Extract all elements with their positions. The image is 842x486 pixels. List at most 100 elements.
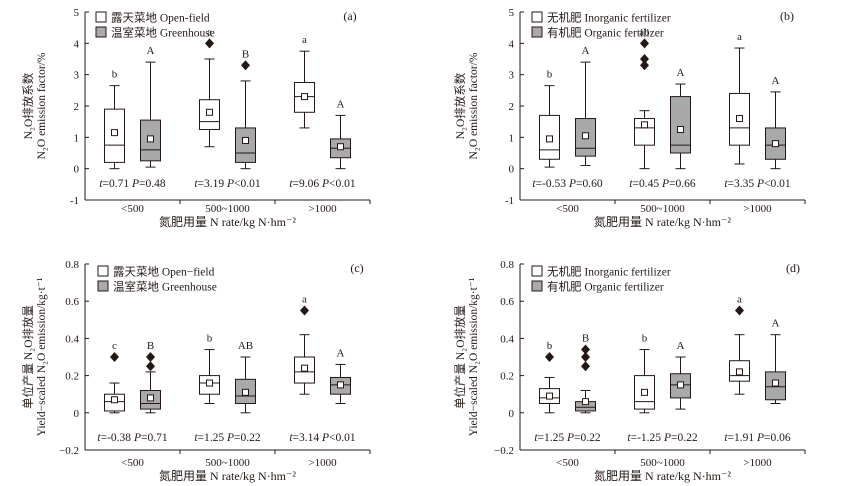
mean-marker — [546, 135, 553, 143]
box-500~1000-s2: AB — [235, 340, 256, 414]
legend-item: 露天菜地 Open−field — [97, 265, 215, 279]
legend-label: 无机肥 Inorganic fertilizer — [547, 11, 671, 25]
x-tick-label: 500~1000 — [205, 203, 250, 215]
legend-swatch — [95, 26, 107, 38]
outlier-point — [110, 352, 119, 362]
box-500~1000-s2: A — [670, 340, 691, 410]
y-tick-label: 0 — [74, 164, 80, 176]
y-axis-label: Yield−scaled N₂O emission/kg·t⁻¹ — [36, 277, 48, 436]
significance-letter: b — [112, 69, 118, 81]
significance-letter: a — [737, 31, 742, 43]
significance-letter: c — [112, 340, 117, 352]
mean-marker — [147, 394, 154, 402]
significance-letter: A — [772, 318, 780, 330]
y-tick-label: −0.2 — [494, 445, 514, 457]
mean-marker — [641, 388, 648, 396]
significance-letter: B — [242, 48, 249, 60]
mean-marker — [147, 135, 154, 143]
significance-letter: ab — [639, 26, 650, 38]
box->1000-s1: a — [294, 34, 315, 129]
mean-marker — [736, 115, 743, 123]
box->1000-s2: A — [765, 318, 786, 404]
mean-marker — [677, 126, 684, 133]
mean-marker — [301, 364, 308, 372]
outlier-point — [581, 352, 590, 362]
significance-letter: b — [642, 333, 648, 345]
box-<500-s2: A — [575, 45, 596, 167]
outlier-point — [300, 305, 309, 316]
legend-swatch — [531, 11, 543, 23]
y-tick-label: 0.4 — [65, 333, 79, 345]
x-axis-label: 氮肥用量 N rate/kg N·hm⁻² — [594, 214, 731, 229]
legend-swatch — [531, 26, 543, 38]
y-axis-label: 单位产量 N₂O排放量 — [453, 305, 467, 409]
significance-letter: A — [772, 75, 780, 87]
x-tick-label: >1000 — [308, 203, 337, 215]
legend-item: 有机肥 Organic fertilizer — [531, 26, 664, 40]
mean-marker — [206, 379, 213, 387]
y-tick-label: 5 — [509, 7, 515, 19]
stat-label: t=3.35 P<0.01 — [724, 178, 791, 190]
mean-marker — [242, 136, 249, 144]
y-tick-label: 0 — [509, 164, 515, 176]
significance-letter: A — [147, 45, 155, 57]
y-tick-label: 0.6 — [65, 296, 79, 308]
panel-a: -1 0 1 2 3 4 5 <500 500~1000 >1000 b At=0.71 P=0.48… — [21, 7, 371, 229]
stat-label: t=-0.53 P=0.60 — [532, 178, 602, 190]
mean-marker — [677, 381, 684, 389]
stat-label: t=3.14 P<0.01 — [289, 432, 356, 444]
box-<500-s2: B — [575, 333, 596, 414]
y-tick-label: 0.4 — [500, 333, 514, 345]
significance-letter: a — [207, 26, 212, 38]
legend-label: 无机肥 Inorganic fertilizer — [547, 265, 671, 279]
legend-label: 露天菜地 Open-field — [111, 12, 210, 25]
significance-letter: b — [207, 333, 213, 345]
box-500~1000-s1: ab — [634, 26, 655, 170]
outlier-point — [146, 352, 155, 362]
x-axis-label: 氮肥用量 N rate/kg N·hm⁻² — [594, 468, 731, 483]
y-tick-label: 4 — [74, 38, 80, 50]
y-tick-label: 3 — [74, 70, 80, 82]
legend-swatch — [531, 265, 543, 277]
outlier-point — [640, 54, 649, 64]
box-500~1000-s1: a — [199, 26, 220, 148]
mean-marker — [772, 140, 779, 148]
box->1000-s1: a — [294, 294, 315, 395]
x-tick-label: <500 — [556, 457, 579, 469]
mean-marker — [111, 396, 118, 404]
stat-label: t=0.45 P=0.66 — [629, 178, 696, 190]
significance-letter: b — [547, 340, 553, 352]
legend-item: 有机肥 Organic fertilizer — [531, 280, 664, 294]
box->1000-s2: A — [330, 347, 351, 404]
panel-c: −0.2 0 0.2 0.4 0.6 0.8 <500 500~1000 >1000 c Bt=-0… — [21, 259, 371, 483]
box-<500-s1: b — [104, 69, 125, 170]
y-tick-label: -1 — [70, 195, 79, 207]
box-<500-s2: B — [140, 340, 161, 414]
mean-marker — [736, 368, 743, 376]
box->1000-s2: A — [330, 98, 351, 170]
y-tick-label: 0 — [74, 408, 80, 420]
significance-letter: A — [582, 45, 590, 57]
mean-marker — [546, 392, 553, 400]
outlier-point — [146, 361, 155, 372]
significance-letter: A — [337, 98, 345, 110]
mean-marker — [206, 108, 213, 116]
x-tick-label: >1000 — [308, 457, 337, 469]
legend-label: 有机肥 Organic fertilizer — [547, 26, 664, 40]
mean-marker — [301, 93, 308, 101]
significance-letter: AB — [238, 340, 253, 352]
legend-swatch — [97, 265, 109, 277]
y-axis-label: N₂O emission factor/% — [468, 52, 480, 159]
legend-swatch — [95, 11, 107, 23]
significance-letter: A — [337, 347, 345, 359]
x-axis-label: 氮肥用量 N rate/kg N·hm⁻² — [159, 214, 296, 229]
stat-label: t=1.25 P=0.22 — [534, 432, 601, 444]
significance-letter: a — [302, 34, 307, 46]
box-iqr — [670, 96, 691, 154]
y-tick-label: −0.2 — [59, 445, 79, 457]
y-tick-label: 0.2 — [65, 371, 79, 383]
y-tick-label: 0.2 — [500, 371, 514, 383]
y-tick-label: 0.8 — [500, 259, 514, 271]
stat-label: t=9.06 P<0.01 — [289, 178, 356, 190]
